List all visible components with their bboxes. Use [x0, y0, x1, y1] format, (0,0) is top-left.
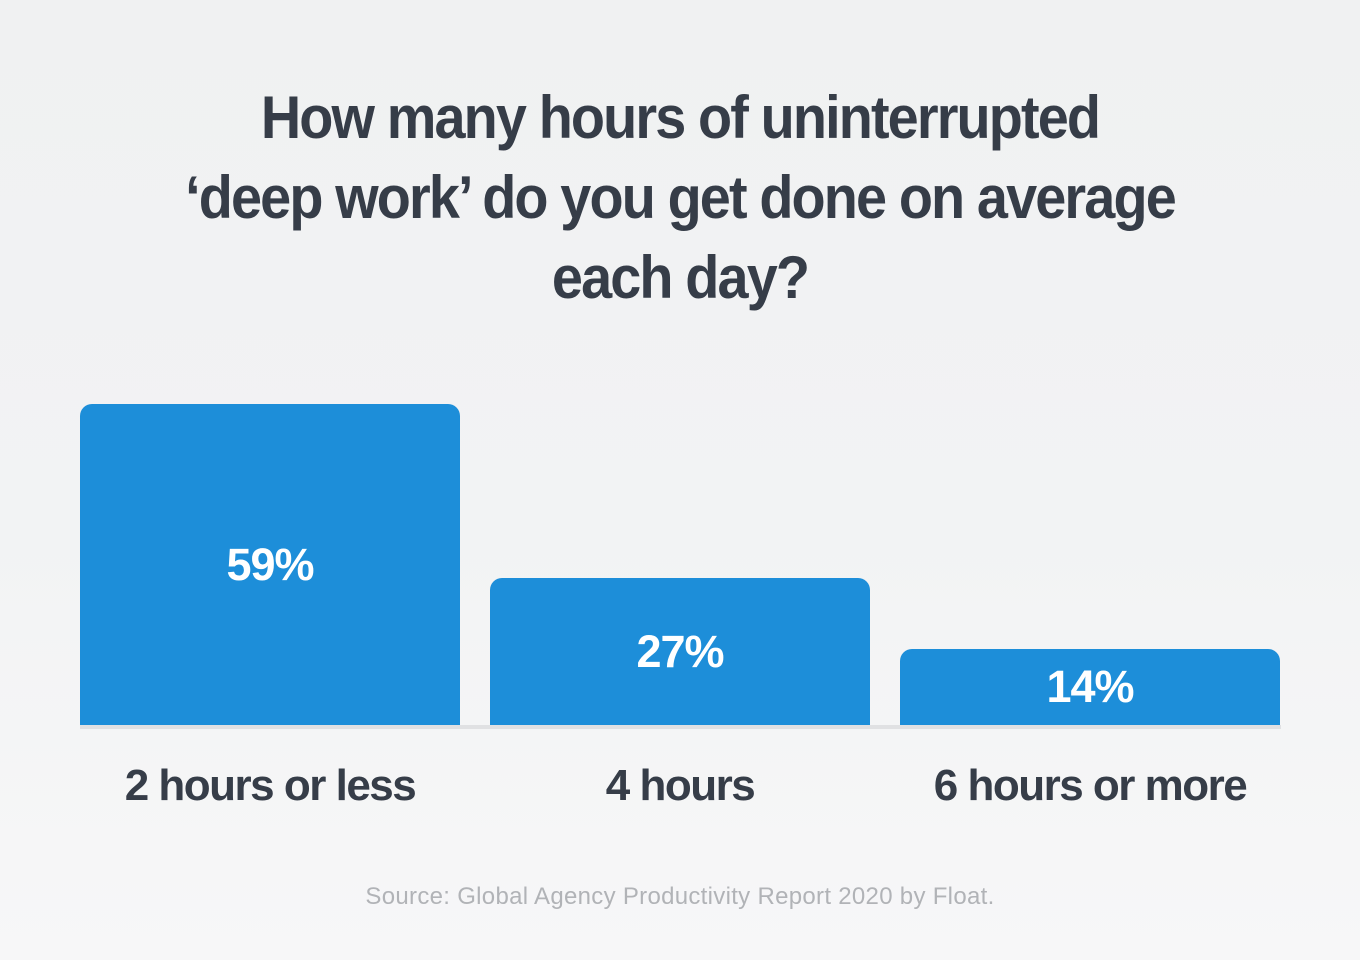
bar-4-hours: 27%	[490, 578, 870, 725]
chart-baseline-rule	[80, 725, 1281, 729]
category-label-2-hours-or-less: 2 hours or less	[124, 761, 417, 810]
bar-value-label-27: 27%	[636, 625, 724, 677]
chart-title-line-1: How many hours of uninterrupted	[260, 84, 1101, 151]
chart-title-line-2: ‘deep work’ do you get done on average	[185, 164, 1177, 231]
chart-title: How many hours of uninterrupted ‘deep wo…	[48, 78, 1313, 318]
source-attribution: Source: Global Agency Productivity Repor…	[365, 883, 995, 910]
bar-6-hours-or-more: 14%	[900, 649, 1280, 725]
bar-chart: 59% 27% 14%	[80, 404, 1280, 725]
bar-value-label-14: 14%	[1046, 661, 1134, 712]
chart-title-line-3: each day?	[551, 244, 810, 311]
category-labels-row: 2 hours or less 4 hours 6 hours or more	[80, 762, 1280, 810]
category-label-6-hours-or-more: 6 hours or more	[933, 761, 1248, 810]
bar-column-2-hours-or-less: 59%	[80, 404, 460, 725]
bar-column-4-hours: 27%	[490, 404, 870, 725]
bar-2-hours-or-less: 59%	[80, 404, 460, 725]
category-label-4-hours: 4 hours	[605, 761, 756, 810]
bar-value-label-59: 59%	[226, 538, 314, 590]
bar-column-6-hours-or-more: 14%	[900, 404, 1280, 725]
